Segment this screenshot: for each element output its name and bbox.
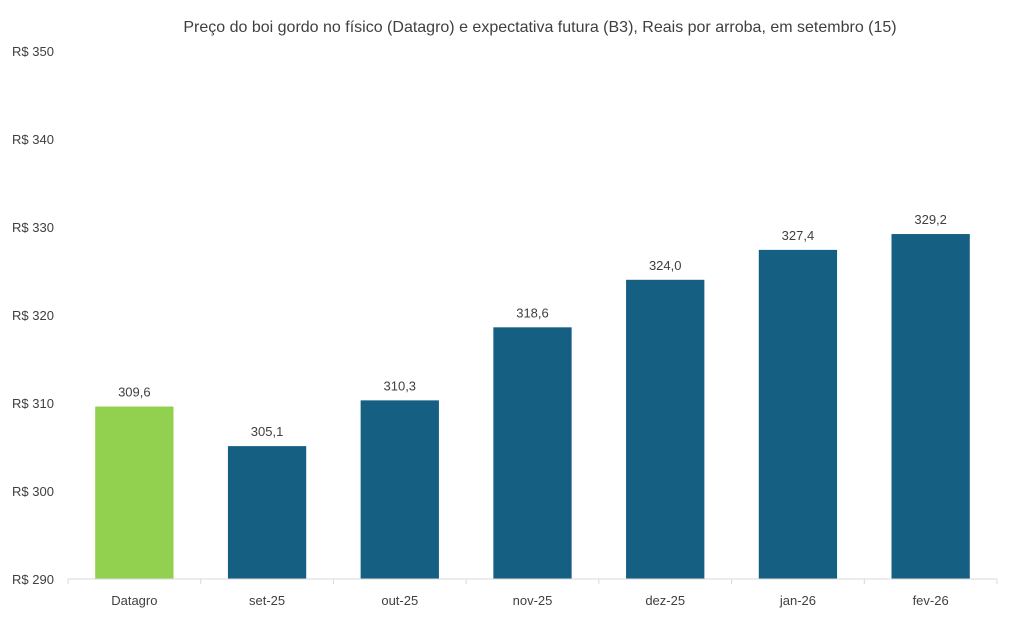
bars-group (95, 234, 970, 580)
x-tick-label: Datagro (111, 593, 157, 608)
bar-nov-25 (493, 327, 572, 579)
data-label: 329,2 (914, 212, 947, 227)
chart-title: Preço do boi gordo no físico (Datagro) e… (183, 19, 896, 36)
data-label: 327,4 (782, 228, 815, 243)
data-label: 324,0 (649, 258, 682, 273)
data-label: 318,6 (516, 305, 549, 320)
data-label: 310,3 (384, 378, 417, 393)
x-tick-label: set-25 (249, 593, 285, 608)
x-tick-label: dez-25 (645, 593, 685, 608)
y-tick-label: R$ 310 (12, 396, 54, 411)
x-tick-label: out-25 (381, 593, 418, 608)
bar-fev-26 (891, 234, 970, 580)
y-tick-label: R$ 330 (12, 220, 54, 235)
bar-set-25 (227, 446, 307, 579)
value-labels-group: 309,6 305,1 310,3 318,6 324,0 327,4 329,2 (118, 212, 947, 439)
bar-Datagro (95, 406, 174, 579)
y-tick-label: R$ 300 (12, 484, 54, 499)
x-axis-tick-marks (67, 579, 998, 584)
y-tick-label: R$ 350 (12, 44, 54, 59)
bar-jan-26 (758, 249, 838, 579)
bar-dez-25 (626, 279, 705, 579)
data-label: 309,6 (118, 385, 151, 400)
bar-out-25 (360, 400, 439, 579)
y-tick-label: R$ 320 (12, 308, 54, 323)
y-tick-label: R$ 290 (12, 572, 54, 587)
y-axis-ticks: R$ 290 R$ 300 R$ 310 R$ 320 R$ 330 R$ 340 R$ 3… (12, 44, 54, 587)
x-tick-label: fev-26 (913, 593, 949, 608)
data-label: 305,1 (251, 424, 284, 439)
y-tick-label: R$ 340 (12, 132, 54, 147)
x-tick-label: nov-25 (513, 593, 553, 608)
x-tick-label: jan-26 (779, 593, 816, 608)
category-labels-group: Datagro set-25 out-25 nov-25 dez-25 jan-26 fev… (111, 593, 948, 608)
